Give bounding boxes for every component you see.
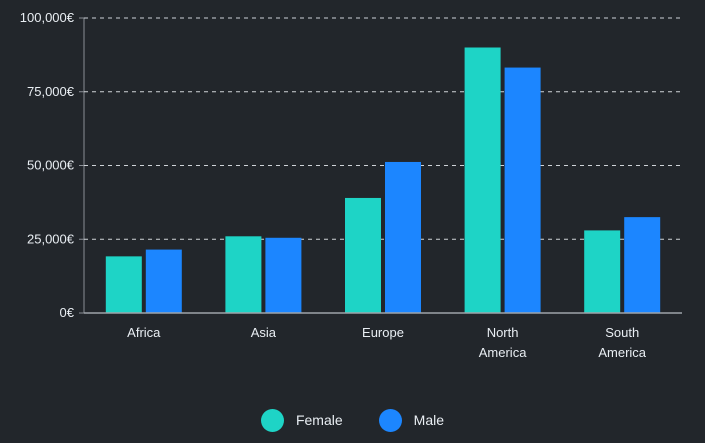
bar-female[interactable] <box>345 197 381 313</box>
bar-male[interactable] <box>385 161 421 313</box>
bar-female[interactable] <box>584 230 621 313</box>
male-swatch <box>378 408 402 432</box>
bar-male[interactable] <box>265 237 302 313</box>
x-tick-label: North America <box>479 325 527 360</box>
female-label: Female <box>295 412 343 428</box>
male-label: Male <box>413 412 445 428</box>
bar-male[interactable] <box>504 67 541 313</box>
female-swatch <box>260 408 284 432</box>
y-tick-label: 50,000€ <box>27 158 75 173</box>
x-tick-label: Asia <box>251 325 277 340</box>
bar-chart: 0€ 25,000€ 50,000€ 75,000€ 100,000€ Africa Asi… <box>20 10 682 360</box>
bar-male[interactable] <box>624 217 661 313</box>
x-tick-label: Africa <box>127 325 161 340</box>
legend-item-male[interactable]: Male <box>378 408 445 432</box>
bar-male[interactable] <box>145 249 182 313</box>
legend: Female Male <box>0 405 705 435</box>
legend-item-female[interactable]: Female <box>260 408 343 432</box>
x-tick-label: South America <box>598 325 646 360</box>
bar-female[interactable] <box>225 236 262 313</box>
bar-female[interactable] <box>105 256 142 313</box>
y-tick-label: 75,000€ <box>27 84 75 99</box>
y-tick-label: 0€ <box>60 305 75 320</box>
bar-female[interactable] <box>464 47 501 314</box>
x-tick-label: Europe <box>362 325 404 340</box>
y-tick-label: 100,000€ <box>20 10 75 25</box>
y-tick-label: 25,000€ <box>27 231 75 246</box>
